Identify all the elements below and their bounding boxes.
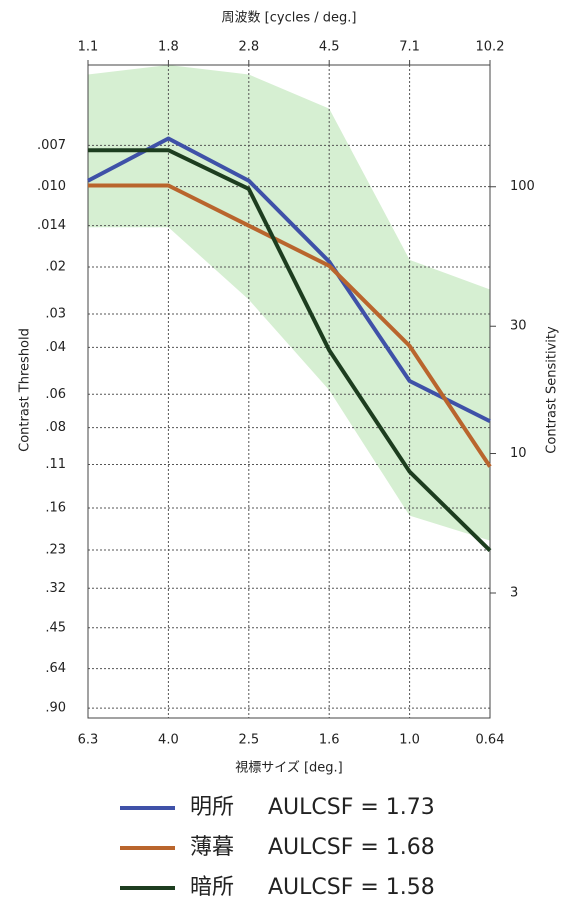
y2-tick-label: 10 <box>510 446 527 461</box>
plot-frame <box>87 64 491 719</box>
x-tick-label: 2.5 <box>238 733 259 748</box>
x-tick-label: 0.64 <box>476 733 505 748</box>
y-tick-label: .11 <box>45 457 66 472</box>
x-top-tick-label: 1.1 <box>78 40 99 55</box>
y-tick-label: .32 <box>45 581 66 596</box>
x-top-axis-title: 周波数 [cycles / deg.] <box>222 11 357 26</box>
y2-tick-label: 30 <box>510 319 527 334</box>
x-top-tick-label: 1.8 <box>158 40 179 55</box>
y-tick-label: .04 <box>45 340 66 355</box>
y-tick-label: .02 <box>45 259 66 274</box>
series-line <box>88 183 492 468</box>
y-tick-label: .90 <box>45 701 66 716</box>
y-tick-label: .08 <box>45 420 66 435</box>
series-line <box>88 148 492 552</box>
x-tick-label: 1.6 <box>319 733 340 748</box>
y-tick-label: .45 <box>45 620 66 635</box>
x-top-tick-label: 2.8 <box>238 40 259 55</box>
y-tick-label: .007 <box>37 138 66 153</box>
range-band <box>88 65 490 541</box>
y2-axis-title: Contrast Sensitivity <box>545 326 560 454</box>
y-axis-title: Contrast Threshold <box>18 328 33 452</box>
x-tick-label: 4.0 <box>158 733 179 748</box>
y-tick-label: .03 <box>45 306 66 321</box>
legend-name: 薄暮 <box>190 835 234 860</box>
x-top-tick-label: 10.2 <box>476 40 505 55</box>
legend-name: 暗所 <box>190 875 234 900</box>
x-axis-title: 視標サイズ [deg.] <box>235 760 343 776</box>
x-top-tick-label: 7.1 <box>399 40 420 55</box>
x-top-tick-label: 4.5 <box>319 40 340 55</box>
legend-text: AULCSF = 1.68 <box>268 835 435 860</box>
y-tick-label: .23 <box>45 543 66 558</box>
legend-text: AULCSF = 1.58 <box>268 875 435 900</box>
x-tick-label: 6.3 <box>78 733 99 748</box>
y-tick-label: .010 <box>37 179 66 194</box>
y-tick-label: .014 <box>37 218 66 233</box>
x-tick-label: 1.0 <box>399 733 420 748</box>
series-line <box>87 136 491 424</box>
y-tick-label: .64 <box>45 661 66 676</box>
y2-tick-label: 100 <box>510 179 535 194</box>
legend-name: 明所 <box>190 795 234 820</box>
y2-tick-label: 3 <box>510 586 518 601</box>
legend-text: AULCSF = 1.73 <box>268 795 435 820</box>
y-tick-label: .06 <box>45 387 66 402</box>
y-tick-label: .16 <box>45 500 66 515</box>
